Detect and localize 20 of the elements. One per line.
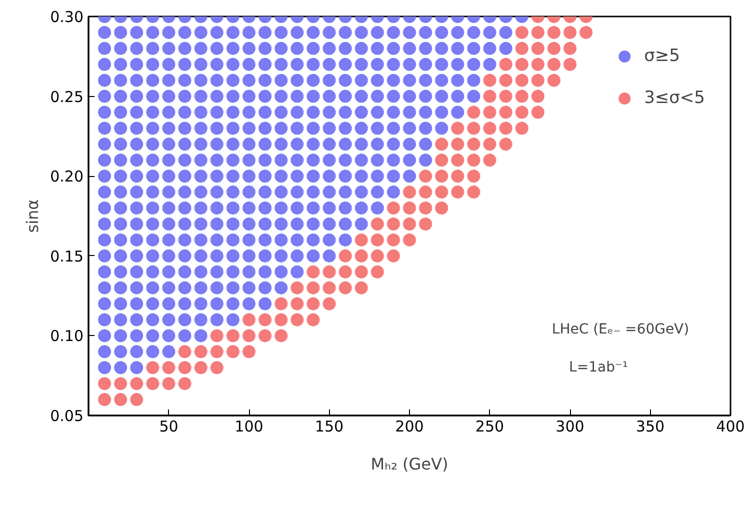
annotation: LHeC (Eₑ₋ =60GeV) xyxy=(552,322,690,338)
x-tick-label: 350 xyxy=(636,418,665,436)
legend-label: σ≥5 xyxy=(644,46,680,66)
x-tick-label: 100 xyxy=(234,418,264,436)
x-tick-label: 200 xyxy=(395,418,424,436)
y-axis-title: sinα xyxy=(23,199,42,233)
annotation: L=1ab⁻¹ xyxy=(569,360,628,376)
y-tick-label: 0.30 xyxy=(50,8,84,26)
y-tick-label: 0.10 xyxy=(50,327,84,346)
y-tick-label: 0.15 xyxy=(50,247,84,266)
x-tick-label: 50 xyxy=(159,418,178,436)
y-tick-label: 0.20 xyxy=(50,168,84,186)
x-tick-label: 150 xyxy=(314,418,344,436)
x-tick-label: 300 xyxy=(556,418,584,436)
x-tick-label: 400 xyxy=(716,418,745,436)
x-tick-label: 250 xyxy=(475,418,504,436)
y-tick-label: 0.25 xyxy=(50,88,84,106)
legend-label: 3≤σ<5 xyxy=(644,88,705,108)
y-tick-label: 0.05 xyxy=(50,407,84,425)
x-axis-title: Mₕ₂ (GeV) xyxy=(370,454,448,474)
